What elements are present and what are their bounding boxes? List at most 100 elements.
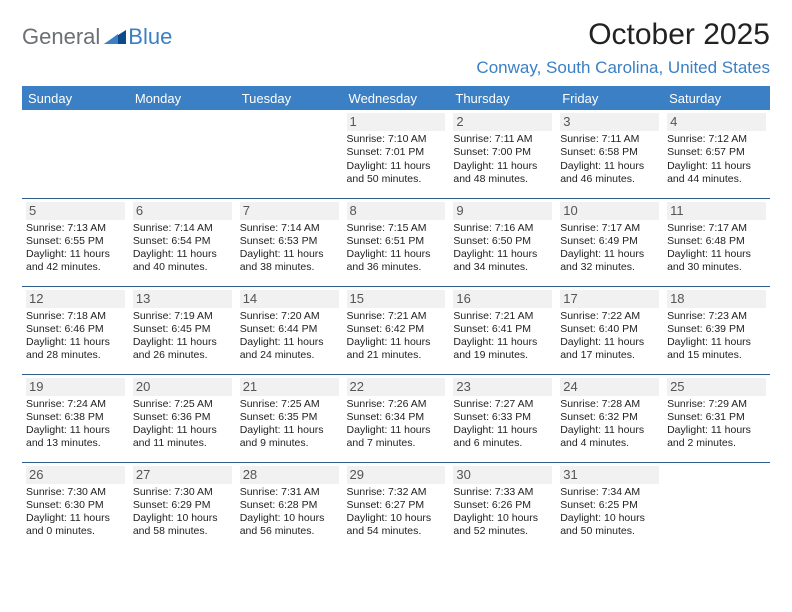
sunrise-text: Sunrise: 7:14 AM bbox=[133, 222, 232, 235]
daylight-text: Daylight: 10 hours and 54 minutes. bbox=[347, 512, 446, 538]
day-number: 3 bbox=[560, 113, 659, 131]
sunset-text: Sunset: 6:29 PM bbox=[133, 499, 232, 512]
daylight-text: Daylight: 11 hours and 24 minutes. bbox=[240, 336, 339, 362]
day-number: 10 bbox=[560, 202, 659, 220]
sunrise-text: Sunrise: 7:22 AM bbox=[560, 310, 659, 323]
calendar-cell: 26Sunrise: 7:30 AMSunset: 6:30 PMDayligh… bbox=[22, 462, 129, 550]
sunrise-text: Sunrise: 7:33 AM bbox=[453, 486, 552, 499]
sunset-text: Sunset: 6:51 PM bbox=[347, 235, 446, 248]
daylight-text: Daylight: 11 hours and 7 minutes. bbox=[347, 424, 446, 450]
sunrise-text: Sunrise: 7:21 AM bbox=[453, 310, 552, 323]
calendar-cell: 3Sunrise: 7:11 AMSunset: 6:58 PMDaylight… bbox=[556, 110, 663, 198]
calendar-week: 5Sunrise: 7:13 AMSunset: 6:55 PMDaylight… bbox=[22, 198, 770, 286]
day-number: 29 bbox=[347, 466, 446, 484]
calendar-cell: 20Sunrise: 7:25 AMSunset: 6:36 PMDayligh… bbox=[129, 374, 236, 462]
calendar-cell: 11Sunrise: 7:17 AMSunset: 6:48 PMDayligh… bbox=[663, 198, 770, 286]
daylight-text: Daylight: 11 hours and 17 minutes. bbox=[560, 336, 659, 362]
calendar-cell bbox=[663, 462, 770, 550]
page-header: General Blue October 2025 Conway, South … bbox=[22, 18, 770, 78]
day-number: 24 bbox=[560, 378, 659, 396]
day-number: 15 bbox=[347, 290, 446, 308]
title-block: October 2025 Conway, South Carolina, Uni… bbox=[476, 18, 770, 78]
sunset-text: Sunset: 6:58 PM bbox=[560, 146, 659, 159]
day-number: 12 bbox=[26, 290, 125, 308]
day-number: 2 bbox=[453, 113, 552, 131]
calendar-cell: 24Sunrise: 7:28 AMSunset: 6:32 PMDayligh… bbox=[556, 374, 663, 462]
sunset-text: Sunset: 6:45 PM bbox=[133, 323, 232, 336]
calendar-cell: 17 Sunrise: 7:22 AMSunset: 6:40 PMDayligh… bbox=[556, 286, 663, 374]
day-number: 31 bbox=[560, 466, 659, 484]
sunrise-text: Sunrise: 7:25 AM bbox=[240, 398, 339, 411]
calendar-cell: 4Sunrise: 7:12 AMSunset: 6:57 PMDaylight… bbox=[663, 110, 770, 198]
sunrise-text: Sunrise: 7:14 AM bbox=[240, 222, 339, 235]
day-number: 1 bbox=[347, 113, 446, 131]
sunset-text: Sunset: 6:42 PM bbox=[347, 323, 446, 336]
sunset-text: Sunset: 6:30 PM bbox=[26, 499, 125, 512]
sunrise-text: Sunrise: 7:30 AM bbox=[133, 486, 232, 499]
sunset-text: Sunset: 6:55 PM bbox=[26, 235, 125, 248]
calendar-week: 12 Sunrise: 7:18 AMSunset: 6:46 PM Dayligh… bbox=[22, 286, 770, 374]
sunrise-text: Sunrise: 7:29 AM bbox=[667, 398, 766, 411]
daylight-text: Daylight: 11 hours and 2 minutes. bbox=[667, 424, 766, 450]
sunset-text: Sunset: 6:26 PM bbox=[453, 499, 552, 512]
daylight-text: Daylight: 10 hours and 58 minutes. bbox=[133, 512, 232, 538]
logo-text-blue: Blue bbox=[128, 24, 172, 50]
sunset-text: Sunset: 6:40 PM bbox=[560, 323, 659, 336]
location-subtitle: Conway, South Carolina, United States bbox=[476, 58, 770, 78]
daylight-text: Daylight: 10 hours and 52 minutes. bbox=[453, 512, 552, 538]
calendar-cell: 16Sunrise: 7:21 AMSunset: 6:41 PMDayligh… bbox=[449, 286, 556, 374]
day-number: 22 bbox=[347, 378, 446, 396]
calendar-cell: 22Sunrise: 7:26 AMSunset: 6:34 PMDayligh… bbox=[343, 374, 450, 462]
day-number: 23 bbox=[453, 378, 552, 396]
sunset-text: Sunset: 6:31 PM bbox=[667, 411, 766, 424]
day-number: 6 bbox=[133, 202, 232, 220]
sunrise-text: Sunrise: 7:21 AM bbox=[347, 310, 446, 323]
day-number-empty bbox=[667, 466, 766, 484]
calendar-cell bbox=[129, 110, 236, 198]
sunset-text: Sunset: 6:50 PM bbox=[453, 235, 552, 248]
day-number: 9 bbox=[453, 202, 552, 220]
calendar-head: SundayMondayTuesdayWednesdayThursdayFrid… bbox=[22, 87, 770, 111]
calendar-cell: 12Sunrise: 7:18 AMSunset: 6:46 PMDayligh… bbox=[22, 286, 129, 374]
sunrise-text: Sunrise: 7:30 AM bbox=[26, 486, 125, 499]
day-number: 18 bbox=[667, 290, 766, 308]
sunset-text: Sunset: 6:46 PM bbox=[26, 323, 125, 336]
calendar-table: SundayMondayTuesdayWednesdayThursdayFrid… bbox=[22, 86, 770, 550]
sunset-text: Sunset: 6:39 PM bbox=[667, 323, 766, 336]
daylight-text: Daylight: 11 hours and 32 minutes. bbox=[560, 248, 659, 274]
calendar-cell: 14Sunrise: 7:20 AMSunset: 6:44 PMDayligh… bbox=[236, 286, 343, 374]
calendar-week: 1Sunrise: 7:10 AMSunset: 7:01 PMDaylight… bbox=[22, 110, 770, 198]
day-number-empty bbox=[133, 113, 232, 131]
day-number: 19 bbox=[26, 378, 125, 396]
daylight-text: Daylight: 11 hours and 48 minutes. bbox=[453, 160, 552, 186]
calendar-cell: 28Sunrise: 7:31 AMSunset: 6:28 PMDayligh… bbox=[236, 462, 343, 550]
day-number: 17 bbox=[560, 290, 659, 308]
day-header: Monday bbox=[129, 87, 236, 111]
sunset-text: Sunset: 6:49 PM bbox=[560, 235, 659, 248]
day-number: 26 bbox=[26, 466, 125, 484]
sunset-text: Sunset: 6:41 PM bbox=[453, 323, 552, 336]
sunrise-text: Sunrise: 7:12 AM bbox=[667, 133, 766, 146]
sunset-text: Sunset: 6:33 PM bbox=[453, 411, 552, 424]
day-header-row: SundayMondayTuesdayWednesdayThursdayFrid… bbox=[22, 87, 770, 111]
sunrise-text: Sunrise: 7:17 AM bbox=[560, 222, 659, 235]
calendar-cell: 8Sunrise: 7:15 AMSunset: 6:51 PMDaylight… bbox=[343, 198, 450, 286]
sunrise-text: Sunrise: 7:23 AM bbox=[667, 310, 766, 323]
calendar-cell: 19Sunrise: 7:24 AMSunset: 6:38 PMDayligh… bbox=[22, 374, 129, 462]
calendar-cell: 10 Sunrise: 7:17 AMSunset: 6:49 PMDayligh… bbox=[556, 198, 663, 286]
day-number: 8 bbox=[347, 202, 446, 220]
calendar-cell: 15Sunrise: 7:21 AMSunset: 6:42 PMDayligh… bbox=[343, 286, 450, 374]
sunrise-text: Sunrise: 7:26 AM bbox=[347, 398, 446, 411]
day-header: Saturday bbox=[663, 87, 770, 111]
calendar-cell: 21Sunrise: 7:25 AMSunset: 6:35 PMDayligh… bbox=[236, 374, 343, 462]
calendar-cell: 1Sunrise: 7:10 AMSunset: 7:01 PMDaylight… bbox=[343, 110, 450, 198]
sunrise-text: Sunrise: 7:19 AM bbox=[133, 310, 232, 323]
day-header: Sunday bbox=[22, 87, 129, 111]
daylight-text: Daylight: 11 hours and 46 minutes. bbox=[560, 160, 659, 186]
sunset-text: Sunset: 6:28 PM bbox=[240, 499, 339, 512]
sunrise-text: Sunrise: 7:18 AM bbox=[26, 310, 125, 323]
day-number: 5 bbox=[26, 202, 125, 220]
daylight-text: Daylight: 11 hours and 34 minutes. bbox=[453, 248, 552, 274]
day-number: 11 bbox=[667, 202, 766, 220]
sunset-text: Sunset: 6:32 PM bbox=[560, 411, 659, 424]
